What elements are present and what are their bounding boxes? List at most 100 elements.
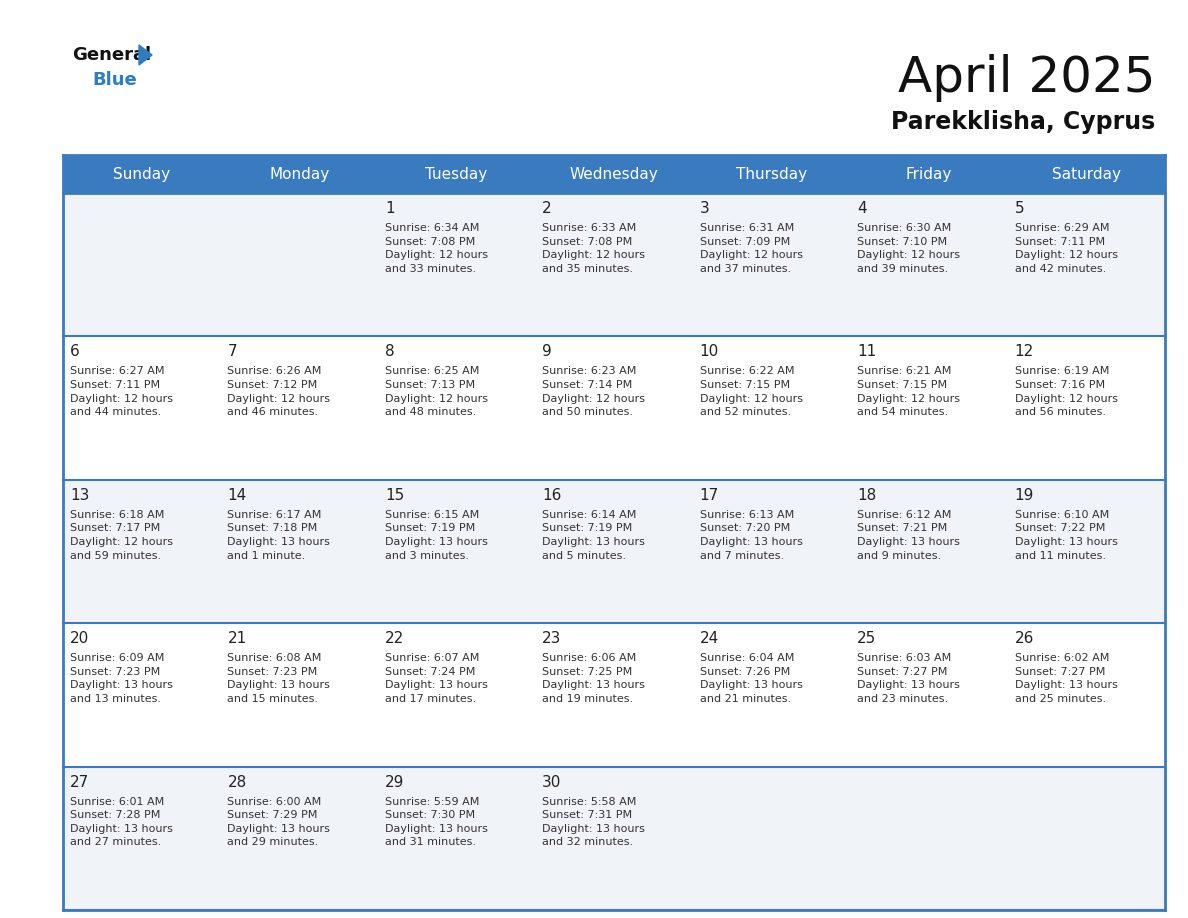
Text: Sunrise: 6:17 AM
Sunset: 7:18 PM
Daylight: 13 hours
and 1 minute.: Sunrise: 6:17 AM Sunset: 7:18 PM Dayligh… xyxy=(227,509,330,561)
Text: Sunrise: 6:33 AM
Sunset: 7:08 PM
Daylight: 12 hours
and 35 minutes.: Sunrise: 6:33 AM Sunset: 7:08 PM Dayligh… xyxy=(542,223,645,274)
Text: 18: 18 xyxy=(858,487,877,503)
Text: Sunrise: 6:18 AM
Sunset: 7:17 PM
Daylight: 12 hours
and 59 minutes.: Sunrise: 6:18 AM Sunset: 7:17 PM Dayligh… xyxy=(70,509,173,561)
Text: 15: 15 xyxy=(385,487,404,503)
Text: Sunrise: 6:07 AM
Sunset: 7:24 PM
Daylight: 13 hours
and 17 minutes.: Sunrise: 6:07 AM Sunset: 7:24 PM Dayligh… xyxy=(385,654,488,704)
Text: Blue: Blue xyxy=(91,71,137,89)
Text: Friday: Friday xyxy=(905,166,952,182)
Bar xyxy=(378,155,536,193)
Text: 5: 5 xyxy=(1015,201,1024,216)
Text: 6: 6 xyxy=(70,344,80,360)
Text: Tuesday: Tuesday xyxy=(425,166,488,182)
Bar xyxy=(536,155,693,193)
Text: Parekklisha, Cyprus: Parekklisha, Cyprus xyxy=(891,110,1155,134)
Bar xyxy=(221,193,378,336)
Text: 11: 11 xyxy=(858,344,877,360)
Bar xyxy=(221,336,378,480)
Bar xyxy=(63,336,221,480)
Text: Sunrise: 6:06 AM
Sunset: 7:25 PM
Daylight: 13 hours
and 19 minutes.: Sunrise: 6:06 AM Sunset: 7:25 PM Dayligh… xyxy=(542,654,645,704)
Text: Sunrise: 6:27 AM
Sunset: 7:11 PM
Daylight: 12 hours
and 44 minutes.: Sunrise: 6:27 AM Sunset: 7:11 PM Dayligh… xyxy=(70,366,173,417)
Bar xyxy=(536,767,693,910)
Text: 19: 19 xyxy=(1015,487,1034,503)
Text: 2: 2 xyxy=(542,201,552,216)
Bar xyxy=(221,623,378,767)
Text: 24: 24 xyxy=(700,632,719,646)
Text: Sunrise: 6:13 AM
Sunset: 7:20 PM
Daylight: 13 hours
and 7 minutes.: Sunrise: 6:13 AM Sunset: 7:20 PM Dayligh… xyxy=(700,509,803,561)
Bar xyxy=(851,480,1007,623)
Text: 30: 30 xyxy=(542,775,562,789)
Text: Sunrise: 6:29 AM
Sunset: 7:11 PM
Daylight: 12 hours
and 42 minutes.: Sunrise: 6:29 AM Sunset: 7:11 PM Dayligh… xyxy=(1015,223,1118,274)
Bar xyxy=(851,623,1007,767)
Bar xyxy=(851,336,1007,480)
Bar xyxy=(378,623,536,767)
Text: 16: 16 xyxy=(542,487,562,503)
Text: Sunrise: 6:15 AM
Sunset: 7:19 PM
Daylight: 13 hours
and 3 minutes.: Sunrise: 6:15 AM Sunset: 7:19 PM Dayligh… xyxy=(385,509,488,561)
Text: 17: 17 xyxy=(700,487,719,503)
Text: 20: 20 xyxy=(70,632,89,646)
Text: 25: 25 xyxy=(858,632,877,646)
Text: Sunrise: 5:58 AM
Sunset: 7:31 PM
Daylight: 13 hours
and 32 minutes.: Sunrise: 5:58 AM Sunset: 7:31 PM Dayligh… xyxy=(542,797,645,847)
Text: Sunrise: 6:25 AM
Sunset: 7:13 PM
Daylight: 12 hours
and 48 minutes.: Sunrise: 6:25 AM Sunset: 7:13 PM Dayligh… xyxy=(385,366,488,417)
Bar xyxy=(1007,767,1165,910)
Text: 14: 14 xyxy=(227,487,247,503)
Text: 12: 12 xyxy=(1015,344,1034,360)
Text: Sunday: Sunday xyxy=(113,166,170,182)
Text: 8: 8 xyxy=(385,344,394,360)
Text: Sunrise: 6:19 AM
Sunset: 7:16 PM
Daylight: 12 hours
and 56 minutes.: Sunrise: 6:19 AM Sunset: 7:16 PM Dayligh… xyxy=(1015,366,1118,417)
Bar xyxy=(1007,336,1165,480)
Bar xyxy=(536,480,693,623)
Polygon shape xyxy=(139,45,152,65)
Text: Sunrise: 6:04 AM
Sunset: 7:26 PM
Daylight: 13 hours
and 21 minutes.: Sunrise: 6:04 AM Sunset: 7:26 PM Dayligh… xyxy=(700,654,803,704)
Bar xyxy=(693,155,851,193)
Bar xyxy=(851,767,1007,910)
Text: Sunrise: 6:14 AM
Sunset: 7:19 PM
Daylight: 13 hours
and 5 minutes.: Sunrise: 6:14 AM Sunset: 7:19 PM Dayligh… xyxy=(542,509,645,561)
Text: 27: 27 xyxy=(70,775,89,789)
Bar xyxy=(221,155,378,193)
Bar xyxy=(693,480,851,623)
Text: 7: 7 xyxy=(227,344,238,360)
Text: Sunrise: 6:08 AM
Sunset: 7:23 PM
Daylight: 13 hours
and 15 minutes.: Sunrise: 6:08 AM Sunset: 7:23 PM Dayligh… xyxy=(227,654,330,704)
Bar xyxy=(378,336,536,480)
Text: Sunrise: 6:21 AM
Sunset: 7:15 PM
Daylight: 12 hours
and 54 minutes.: Sunrise: 6:21 AM Sunset: 7:15 PM Dayligh… xyxy=(858,366,960,417)
Text: Sunrise: 6:10 AM
Sunset: 7:22 PM
Daylight: 13 hours
and 11 minutes.: Sunrise: 6:10 AM Sunset: 7:22 PM Dayligh… xyxy=(1015,509,1118,561)
Bar xyxy=(378,480,536,623)
Text: Sunrise: 6:31 AM
Sunset: 7:09 PM
Daylight: 12 hours
and 37 minutes.: Sunrise: 6:31 AM Sunset: 7:09 PM Dayligh… xyxy=(700,223,803,274)
Text: 10: 10 xyxy=(700,344,719,360)
Text: Sunrise: 6:03 AM
Sunset: 7:27 PM
Daylight: 13 hours
and 23 minutes.: Sunrise: 6:03 AM Sunset: 7:27 PM Dayligh… xyxy=(858,654,960,704)
Text: Wednesday: Wednesday xyxy=(569,166,658,182)
Bar xyxy=(536,623,693,767)
Bar xyxy=(63,480,221,623)
Bar xyxy=(1007,155,1165,193)
Text: 3: 3 xyxy=(700,201,709,216)
Text: 28: 28 xyxy=(227,775,247,789)
Bar xyxy=(536,193,693,336)
Text: 1: 1 xyxy=(385,201,394,216)
Bar xyxy=(63,623,221,767)
Bar xyxy=(1007,480,1165,623)
Bar xyxy=(63,767,221,910)
Bar xyxy=(536,336,693,480)
Text: April 2025: April 2025 xyxy=(897,54,1155,102)
Text: Thursday: Thursday xyxy=(735,166,807,182)
Bar xyxy=(1007,193,1165,336)
Text: Sunrise: 6:26 AM
Sunset: 7:12 PM
Daylight: 12 hours
and 46 minutes.: Sunrise: 6:26 AM Sunset: 7:12 PM Dayligh… xyxy=(227,366,330,417)
Bar xyxy=(378,193,536,336)
Text: 22: 22 xyxy=(385,632,404,646)
Text: Sunrise: 6:30 AM
Sunset: 7:10 PM
Daylight: 12 hours
and 39 minutes.: Sunrise: 6:30 AM Sunset: 7:10 PM Dayligh… xyxy=(858,223,960,274)
Text: 4: 4 xyxy=(858,201,867,216)
Bar xyxy=(221,480,378,623)
Text: Sunrise: 6:01 AM
Sunset: 7:28 PM
Daylight: 13 hours
and 27 minutes.: Sunrise: 6:01 AM Sunset: 7:28 PM Dayligh… xyxy=(70,797,173,847)
Bar xyxy=(693,193,851,336)
Text: 13: 13 xyxy=(70,487,89,503)
Bar xyxy=(851,155,1007,193)
Text: Sunrise: 6:12 AM
Sunset: 7:21 PM
Daylight: 13 hours
and 9 minutes.: Sunrise: 6:12 AM Sunset: 7:21 PM Dayligh… xyxy=(858,509,960,561)
Bar xyxy=(851,193,1007,336)
Text: 23: 23 xyxy=(542,632,562,646)
Text: 9: 9 xyxy=(542,344,552,360)
Text: General: General xyxy=(72,46,151,64)
Text: Sunrise: 5:59 AM
Sunset: 7:30 PM
Daylight: 13 hours
and 31 minutes.: Sunrise: 5:59 AM Sunset: 7:30 PM Dayligh… xyxy=(385,797,488,847)
Text: Sunrise: 6:09 AM
Sunset: 7:23 PM
Daylight: 13 hours
and 13 minutes.: Sunrise: 6:09 AM Sunset: 7:23 PM Dayligh… xyxy=(70,654,173,704)
Text: Sunrise: 6:23 AM
Sunset: 7:14 PM
Daylight: 12 hours
and 50 minutes.: Sunrise: 6:23 AM Sunset: 7:14 PM Dayligh… xyxy=(542,366,645,417)
Bar xyxy=(693,336,851,480)
Bar xyxy=(221,767,378,910)
Text: 29: 29 xyxy=(385,775,404,789)
